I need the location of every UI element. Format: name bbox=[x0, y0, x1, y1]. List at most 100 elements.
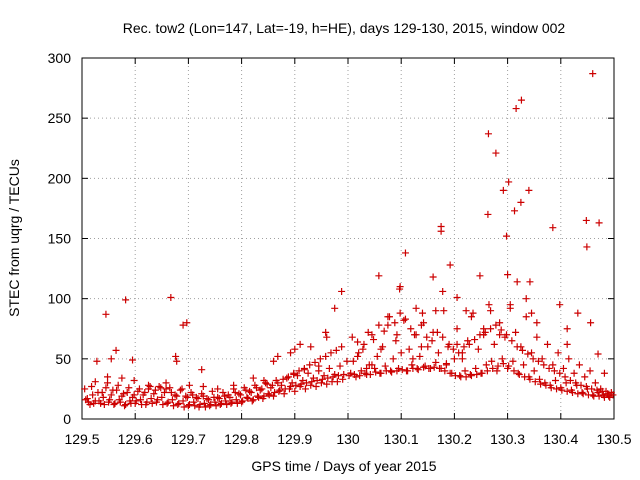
data-point bbox=[91, 378, 99, 386]
data-point bbox=[123, 389, 131, 397]
data-point bbox=[531, 378, 539, 386]
data-point bbox=[416, 352, 424, 360]
data-point bbox=[480, 325, 488, 333]
data-point bbox=[183, 393, 191, 401]
data-point bbox=[293, 372, 301, 380]
data-point bbox=[106, 396, 114, 404]
data-point bbox=[354, 338, 362, 346]
data-point bbox=[183, 319, 191, 327]
data-point bbox=[396, 309, 404, 317]
data-point bbox=[185, 381, 193, 389]
data-point bbox=[458, 355, 466, 363]
data-point bbox=[460, 343, 468, 351]
data-point bbox=[130, 376, 138, 384]
data-point bbox=[513, 343, 521, 351]
data-point bbox=[565, 355, 573, 363]
data-point bbox=[591, 379, 599, 387]
x-tick-label: 130.1 bbox=[384, 431, 419, 447]
data-point bbox=[338, 343, 346, 351]
data-point bbox=[199, 392, 207, 400]
data-point bbox=[530, 367, 538, 375]
data-point bbox=[100, 401, 108, 409]
data-point bbox=[449, 345, 457, 353]
data-point bbox=[221, 392, 229, 400]
data-point bbox=[398, 366, 406, 374]
data-point bbox=[609, 391, 617, 399]
data-point bbox=[522, 295, 530, 303]
data-point bbox=[487, 325, 495, 333]
data-point bbox=[264, 390, 272, 398]
data-point bbox=[173, 357, 181, 365]
data-point bbox=[111, 399, 119, 407]
data-point bbox=[107, 391, 115, 399]
y-axis-label: STEC from uqrg / TECUs bbox=[6, 159, 22, 317]
data-point bbox=[215, 395, 223, 403]
data-point bbox=[206, 402, 214, 410]
data-point bbox=[412, 331, 420, 339]
data-point bbox=[440, 307, 448, 315]
data-point bbox=[274, 379, 282, 387]
data-point bbox=[233, 399, 241, 407]
data-point bbox=[317, 379, 325, 387]
data-point bbox=[138, 401, 146, 409]
data-point bbox=[295, 367, 303, 375]
data-point bbox=[547, 384, 555, 392]
data-point bbox=[179, 397, 187, 405]
data-point bbox=[95, 397, 103, 405]
data-point bbox=[391, 319, 399, 327]
data-point bbox=[243, 393, 251, 401]
data-point bbox=[434, 349, 442, 357]
data-point bbox=[238, 398, 246, 406]
data-point bbox=[137, 396, 145, 404]
data-point bbox=[178, 385, 186, 393]
data-point bbox=[279, 375, 287, 383]
data-point bbox=[324, 374, 332, 382]
data-point bbox=[372, 368, 380, 376]
data-point bbox=[338, 287, 346, 295]
data-point bbox=[355, 349, 363, 357]
data-point bbox=[538, 355, 546, 363]
x-tick-label: 129.5 bbox=[64, 431, 99, 447]
data-point bbox=[554, 349, 562, 357]
data-point bbox=[172, 352, 180, 360]
data-point bbox=[514, 369, 522, 377]
data-point bbox=[368, 361, 376, 369]
data-point bbox=[129, 356, 137, 364]
data-point bbox=[147, 395, 155, 403]
data-point bbox=[292, 381, 300, 389]
data-point bbox=[407, 325, 415, 333]
data-point bbox=[589, 70, 597, 78]
data-point bbox=[167, 293, 175, 301]
data-point bbox=[203, 395, 211, 403]
data-point bbox=[332, 346, 340, 354]
data-point bbox=[219, 389, 227, 397]
data-point bbox=[483, 367, 491, 375]
data-point bbox=[496, 331, 504, 339]
data-point bbox=[453, 293, 461, 301]
data-point bbox=[381, 362, 389, 370]
data-point bbox=[417, 343, 425, 351]
data-point bbox=[377, 369, 385, 377]
data-point bbox=[429, 273, 437, 281]
data-point bbox=[125, 384, 133, 392]
data-point bbox=[201, 403, 209, 411]
data-point bbox=[356, 372, 364, 380]
data-point bbox=[453, 340, 461, 348]
data-point bbox=[478, 369, 486, 377]
data-point bbox=[252, 384, 260, 392]
data-point bbox=[258, 385, 266, 393]
data-point bbox=[249, 396, 257, 404]
data-point bbox=[490, 340, 498, 348]
data-point bbox=[566, 376, 574, 384]
data-point bbox=[179, 321, 187, 329]
data-points bbox=[81, 70, 617, 411]
data-point bbox=[499, 186, 507, 194]
x-tick-label: 130 bbox=[336, 431, 360, 447]
data-point bbox=[373, 352, 381, 360]
data-point bbox=[247, 389, 255, 397]
data-point bbox=[83, 395, 91, 403]
data-point bbox=[528, 349, 536, 357]
data-point bbox=[465, 340, 473, 348]
data-point bbox=[461, 367, 469, 375]
data-point bbox=[81, 385, 89, 393]
